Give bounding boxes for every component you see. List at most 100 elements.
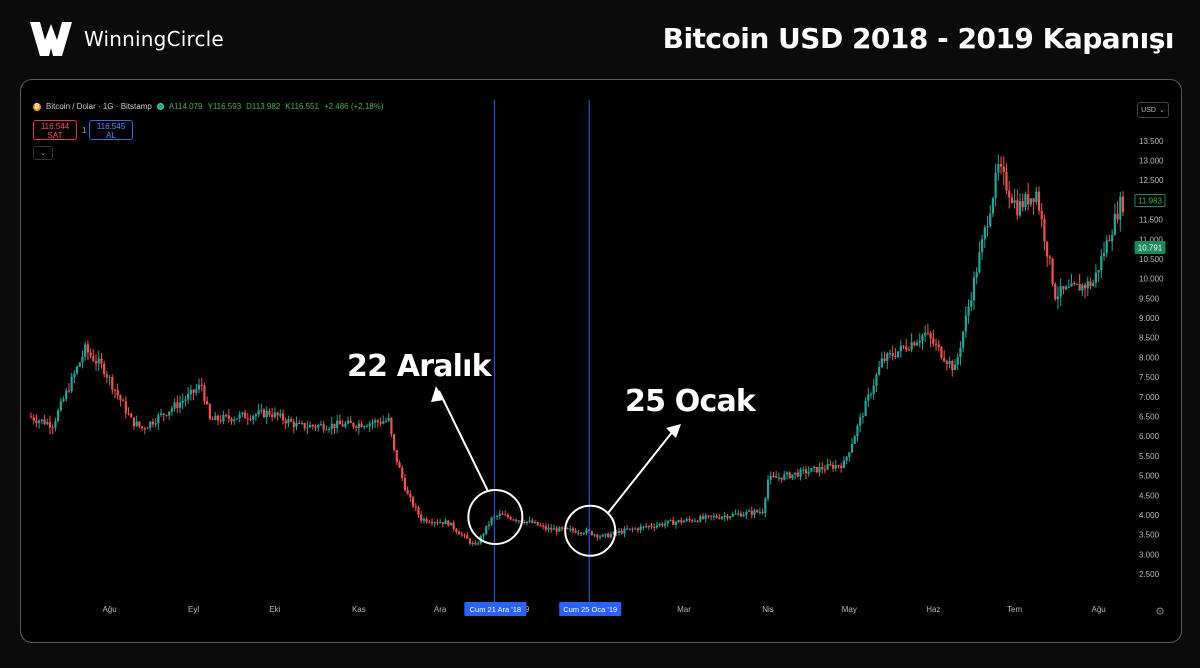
candle-body bbox=[864, 400, 867, 417]
candle-body bbox=[181, 400, 184, 403]
candle-body bbox=[1035, 191, 1038, 202]
candle-body bbox=[783, 474, 786, 480]
candle-body bbox=[439, 522, 442, 524]
candle-body bbox=[999, 163, 1003, 167]
candle-body bbox=[647, 526, 650, 528]
candle-body bbox=[149, 421, 152, 428]
candle-body bbox=[197, 384, 201, 390]
candle-body bbox=[691, 519, 694, 522]
candle-body bbox=[1100, 256, 1103, 271]
candle-body bbox=[224, 415, 228, 417]
candle-body bbox=[834, 465, 837, 469]
candle-body bbox=[222, 415, 225, 422]
candlestick-chart[interactable]: 13.50013.00012.50012.00011.50011.00010.5… bbox=[21, 80, 1181, 642]
candle-body bbox=[775, 476, 778, 478]
spread-value: 1 bbox=[82, 126, 87, 135]
currency-select[interactable]: USD ⌄ bbox=[1137, 102, 1169, 118]
candle-body bbox=[1108, 240, 1111, 242]
candle-body bbox=[122, 400, 125, 402]
candle-body bbox=[113, 389, 117, 391]
candle-body bbox=[547, 527, 550, 530]
candle-body bbox=[387, 418, 390, 421]
candle-body bbox=[89, 352, 92, 356]
candle-body bbox=[365, 426, 369, 428]
candle-body bbox=[821, 466, 824, 470]
candle-body bbox=[772, 476, 775, 478]
candle-body bbox=[73, 373, 76, 377]
candle-body bbox=[398, 462, 401, 468]
candle-body bbox=[130, 413, 133, 418]
candle-body bbox=[989, 213, 992, 227]
candle-body bbox=[796, 472, 799, 477]
candle-body bbox=[1092, 282, 1095, 287]
candle-body bbox=[753, 510, 756, 515]
candle-body bbox=[883, 358, 886, 361]
candle-body bbox=[780, 477, 783, 480]
candle-body bbox=[612, 531, 615, 535]
candle-body bbox=[1102, 253, 1106, 257]
candle-body bbox=[658, 523, 661, 526]
candle-body bbox=[176, 402, 179, 408]
candle-body bbox=[208, 404, 211, 419]
candle-body bbox=[92, 355, 95, 361]
candle-body bbox=[921, 335, 924, 341]
candle-body bbox=[287, 419, 290, 424]
candle-body bbox=[991, 198, 995, 214]
candle-body bbox=[934, 343, 938, 345]
candle-body bbox=[281, 413, 285, 421]
candle-body bbox=[1013, 200, 1016, 203]
candle-body bbox=[631, 528, 634, 530]
candle-body bbox=[685, 519, 688, 521]
candle-body bbox=[216, 415, 220, 421]
candle-body bbox=[720, 516, 724, 519]
candle-body bbox=[428, 521, 431, 523]
candle-body bbox=[766, 479, 770, 499]
y-tick-label: 5.500 bbox=[1139, 452, 1160, 461]
candle-body bbox=[292, 421, 295, 427]
chart-panel[interactable]: 13.50013.00012.50012.00011.50011.00010.5… bbox=[20, 79, 1182, 643]
candle-body bbox=[905, 346, 908, 350]
candle-body bbox=[504, 514, 507, 516]
buy-button[interactable]: 116.545 AL bbox=[89, 120, 133, 140]
candle-body bbox=[233, 419, 236, 422]
candle-body bbox=[598, 536, 602, 538]
candle-body bbox=[303, 422, 306, 429]
candle-body bbox=[178, 402, 182, 408]
candle-body bbox=[560, 527, 564, 529]
collapse-chevron-icon[interactable]: ⌄ bbox=[33, 146, 53, 160]
candle-body bbox=[701, 516, 705, 519]
candle-body bbox=[65, 390, 68, 400]
candle-body bbox=[975, 272, 978, 278]
candle-body bbox=[913, 342, 916, 346]
chart-legend: ₿ Bitcoin / Dolar · 1G · Bitstamp A114.0… bbox=[33, 102, 384, 111]
symbol-label[interactable]: Bitcoin / Dolar · 1G · Bitstamp bbox=[46, 102, 152, 111]
candle-body bbox=[227, 415, 230, 419]
sell-button[interactable]: 116.544 SAT bbox=[33, 120, 77, 140]
candle-body bbox=[1029, 198, 1032, 205]
candle-body bbox=[552, 528, 556, 530]
x-tick-label: Haz bbox=[926, 605, 940, 614]
candle-body bbox=[1075, 283, 1079, 285]
candle-body bbox=[802, 469, 805, 471]
candle-body bbox=[295, 422, 298, 427]
candle-body bbox=[200, 384, 203, 386]
candle-body bbox=[127, 413, 130, 415]
y-tick-label: 13.000 bbox=[1139, 156, 1164, 165]
candle-body bbox=[43, 419, 46, 425]
settings-gear-icon[interactable]: ⚙ bbox=[1155, 605, 1165, 618]
candle-body bbox=[140, 426, 144, 429]
candle-body bbox=[891, 353, 894, 356]
candle-body bbox=[869, 394, 873, 396]
candle-body bbox=[880, 358, 883, 367]
candle-body bbox=[262, 409, 266, 418]
candle-body bbox=[579, 532, 583, 534]
candle-body bbox=[953, 364, 957, 370]
y-tick-label: 9.500 bbox=[1139, 294, 1160, 303]
candle-body bbox=[333, 423, 336, 428]
candle-body bbox=[138, 421, 141, 427]
candle-body bbox=[620, 530, 623, 534]
candle-body bbox=[67, 390, 71, 392]
candle-body bbox=[907, 349, 911, 351]
candle-body bbox=[195, 389, 198, 393]
candle-body bbox=[1005, 172, 1008, 191]
